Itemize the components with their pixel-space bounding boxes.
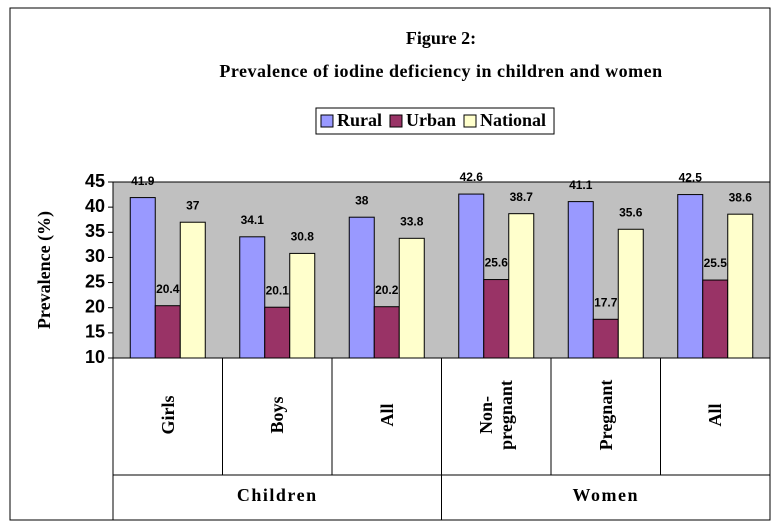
legend-label: Rural xyxy=(337,110,382,130)
y-tick-label: 10 xyxy=(85,347,105,367)
data-label: 33.8 xyxy=(400,214,424,228)
y-tick-label: 45 xyxy=(85,171,105,191)
data-label: 41.9 xyxy=(131,174,155,188)
data-label: 41.1 xyxy=(569,178,593,192)
bar xyxy=(567,201,594,359)
legend-label: National xyxy=(480,110,546,130)
data-label: 25.6 xyxy=(485,256,509,270)
bar xyxy=(458,193,485,359)
bar xyxy=(617,228,644,359)
x-tick-label: All xyxy=(705,403,726,427)
legend-label: Urban xyxy=(406,110,456,130)
bar xyxy=(264,306,291,359)
data-label: 42.6 xyxy=(460,170,484,184)
data-label: 20.4 xyxy=(156,282,180,296)
bar xyxy=(239,236,266,359)
data-label: 37 xyxy=(186,198,200,212)
data-label: 17.7 xyxy=(594,295,618,309)
legend-swatch xyxy=(389,114,403,128)
bar xyxy=(727,213,754,359)
y-tick-label: 20 xyxy=(85,296,105,316)
y-tick-label: 30 xyxy=(85,246,105,266)
x-tick-label: Non-pregnant xyxy=(476,379,517,450)
x-tick-label: Girls xyxy=(157,395,178,434)
y-axis-label: Prevalence (%) xyxy=(34,211,55,329)
bar xyxy=(677,194,704,359)
data-label: 30.8 xyxy=(291,230,315,244)
bar xyxy=(508,213,535,359)
x-tick-label: All xyxy=(376,403,397,427)
data-label: 38.7 xyxy=(510,190,534,204)
data-label: 35.6 xyxy=(619,205,643,219)
y-tick-label: 35 xyxy=(85,221,105,241)
data-label: 25.5 xyxy=(704,256,728,270)
y-tick-label: 15 xyxy=(85,322,105,342)
legend-swatch xyxy=(463,114,477,128)
y-tick-label: 25 xyxy=(85,271,105,291)
data-label: 34.1 xyxy=(241,213,265,227)
plot-area xyxy=(112,181,771,359)
data-label: 42.5 xyxy=(679,171,703,185)
data-label: 38.6 xyxy=(729,190,753,204)
data-label: 20.2 xyxy=(375,283,399,297)
bar xyxy=(348,216,375,359)
data-label: 20.1 xyxy=(266,283,290,297)
bar xyxy=(702,279,729,359)
legend-swatch xyxy=(320,114,334,128)
legend-box xyxy=(315,107,555,135)
chart-title: Figure 2: xyxy=(406,28,476,48)
bar xyxy=(483,279,510,359)
bar xyxy=(398,237,425,359)
x-group-label: Women xyxy=(572,485,639,505)
bar xyxy=(592,318,619,359)
bar xyxy=(129,197,156,359)
bar xyxy=(179,221,206,359)
x-group-label: Children xyxy=(237,485,318,505)
bar xyxy=(289,252,316,359)
x-tick-label: Boys xyxy=(267,396,288,434)
bar xyxy=(154,305,181,359)
x-tick-label: Pregnant xyxy=(595,379,616,450)
y-tick-label: 40 xyxy=(85,196,105,216)
chart-subtitle: Prevalence of iodine deficiency in child… xyxy=(219,61,662,81)
bar xyxy=(373,306,400,359)
data-label: 38 xyxy=(355,193,369,207)
